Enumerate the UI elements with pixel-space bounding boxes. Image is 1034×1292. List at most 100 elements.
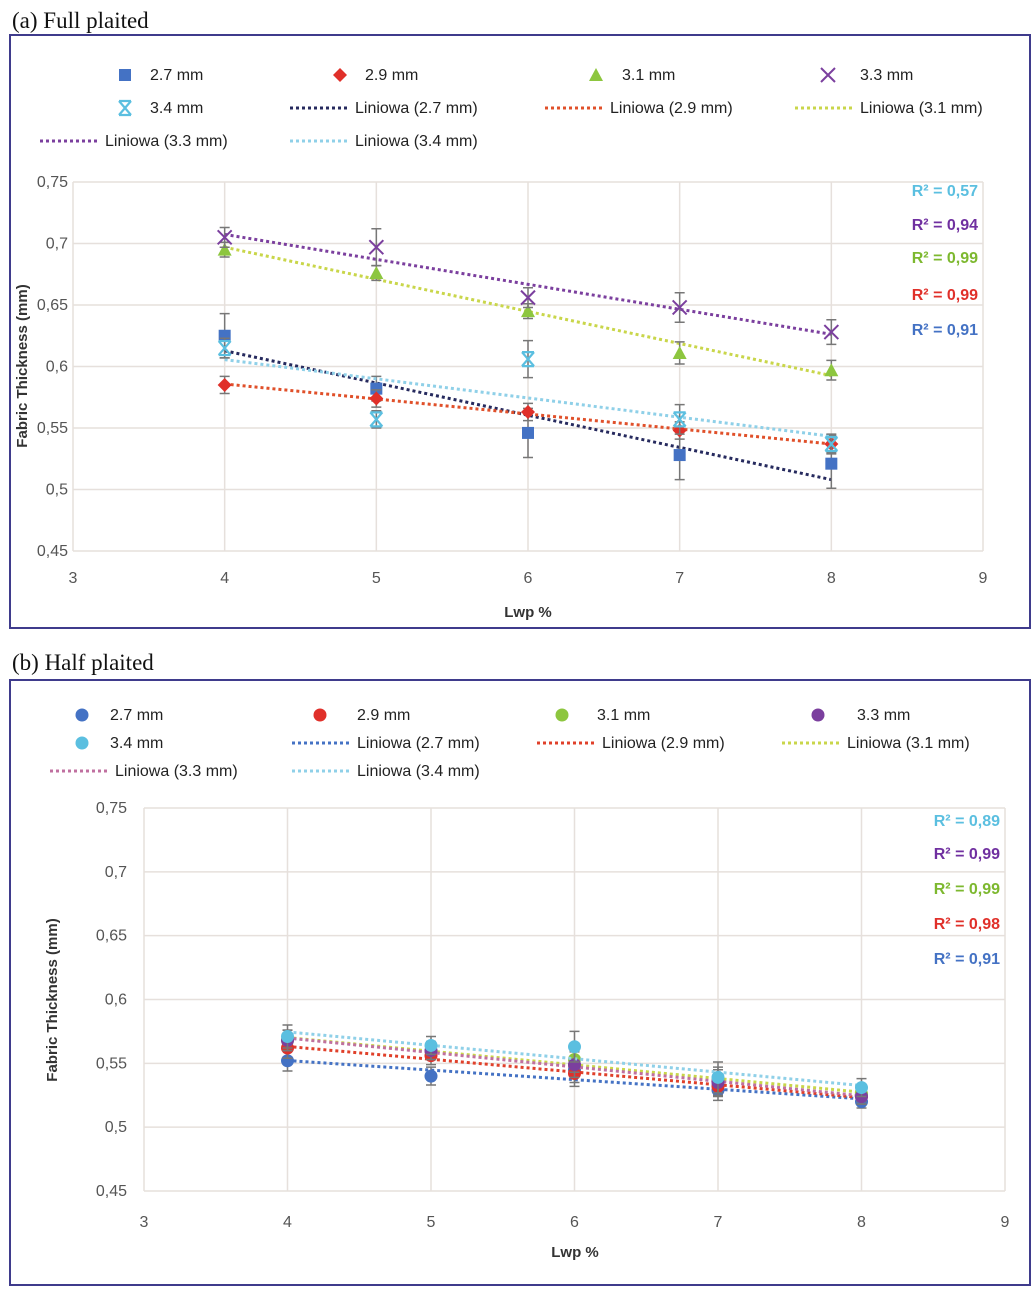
legend-label: 3.1 mm <box>597 707 650 724</box>
marker-circle <box>711 1070 725 1084</box>
legend-trend-label: Liniowa (2.9 mm) <box>602 735 725 752</box>
marker-triangle <box>824 363 839 377</box>
legend-label: 2.7 mm <box>110 707 163 724</box>
legend-trend-label: Liniowa (3.1 mm) <box>847 735 970 752</box>
y-tick-label: 0,45 <box>96 1183 127 1200</box>
x-tick-label: 4 <box>220 570 229 587</box>
marker-diamond <box>333 68 347 82</box>
marker-asterisk <box>369 411 384 428</box>
chart-b: (b) Half plaited 0,45 0,5 0,55 0,6 0,65 0,7 0,7… <box>9 650 1031 1286</box>
y-tick-label: 0,7 <box>46 236 68 253</box>
panel-title: (b) Half plaited <box>12 650 154 675</box>
x-tick-label: 6 <box>570 1214 579 1231</box>
marker-asterisk <box>824 435 839 453</box>
marker-x <box>820 67 836 83</box>
x-tick-label: 7 <box>675 570 684 587</box>
legend-label: 3.1 mm <box>622 67 675 84</box>
x-tick-label: 4 <box>283 1214 292 1231</box>
legend-trend-label: Liniowa (3.4 mm) <box>355 133 478 150</box>
marker-square <box>673 449 686 462</box>
y-tick-label: 0,55 <box>37 420 68 437</box>
marker-circle <box>424 1069 438 1083</box>
marker-triangle <box>672 345 687 359</box>
r-squared-label: R² = 0,57 <box>912 183 978 200</box>
x-axis-title: Lwp % <box>504 604 552 621</box>
x-tick-label: 8 <box>857 1214 866 1231</box>
r-squared-label: R² = 0,98 <box>934 916 1000 933</box>
x-tick-label: 9 <box>1001 1214 1010 1231</box>
x-tick-label: 3 <box>69 570 78 587</box>
marker-x <box>671 299 688 316</box>
marker-circle <box>281 1030 294 1044</box>
series-3-4-mm <box>281 1024 868 1098</box>
chart-frame <box>9 679 1031 1286</box>
y-tick-label: 0,6 <box>46 359 68 376</box>
legend-trend-label: Liniowa (2.7 mm) <box>357 735 480 752</box>
marker-circle <box>75 708 89 722</box>
r-squared-label: R² = 0,91 <box>912 322 978 339</box>
trend-line <box>224 349 832 482</box>
r-squared-label: R² = 0,99 <box>934 881 1000 898</box>
y-tick-label: 0,7 <box>105 864 127 881</box>
marker-x <box>216 229 233 246</box>
series-3-3-mm <box>216 226 840 346</box>
marker-asterisk <box>118 99 132 117</box>
y-tick-label: 0,75 <box>37 174 68 191</box>
r-squared-label: R² = 0,91 <box>934 951 1000 968</box>
marker-circle <box>555 708 569 722</box>
marker-circle <box>568 1040 581 1054</box>
trend-line <box>224 245 832 378</box>
x-tick-label: 9 <box>979 570 988 587</box>
y-tick-label: 0,65 <box>96 928 127 945</box>
chart-a: (a) Full plaited 0,45 0,5 0,55 0,6 0,65 0,7 0,7… <box>9 8 1031 629</box>
marker-triangle <box>521 304 535 318</box>
legend-trend-label: Liniowa (2.9 mm) <box>610 100 733 117</box>
legend-trend-label: Liniowa (3.1 mm) <box>860 100 983 117</box>
legend-trend-label: Liniowa (3.4 mm) <box>357 763 480 780</box>
marker-diamond <box>369 391 384 406</box>
y-tick-label: 0,6 <box>105 992 127 1009</box>
y-tick-label: 0,5 <box>46 482 68 499</box>
x-tick-label: 3 <box>140 1214 149 1231</box>
y-axis-title: Fabric Thickness (mm) <box>14 284 31 447</box>
legend-trend-label: Liniowa (3.3 mm) <box>115 763 238 780</box>
y-tick-label: 0,75 <box>96 800 127 817</box>
marker-diamond <box>217 377 232 392</box>
r-squared-label: R² = 0,99 <box>912 287 978 304</box>
r-squared-label: R² = 0,99 <box>912 250 978 267</box>
marker-asterisk <box>521 351 535 368</box>
legend-label: 3.3 mm <box>860 67 913 84</box>
x-tick-label: 7 <box>714 1214 723 1231</box>
x-tick-label: 5 <box>372 570 381 587</box>
marker-circle <box>424 1038 438 1052</box>
y-tick-label: 0,55 <box>96 1055 127 1072</box>
y-axis-title: Fabric Thickness (mm) <box>44 918 61 1081</box>
marker-circle <box>313 708 327 722</box>
marker-triangle <box>369 266 384 280</box>
y-tick-label: 0,5 <box>105 1119 127 1136</box>
marker-square <box>522 426 534 439</box>
panel-title: (a) Full plaited <box>12 8 149 33</box>
r-squared-label: R² = 0,99 <box>934 846 1000 863</box>
marker-x <box>823 324 840 340</box>
marker-circle <box>855 1081 868 1095</box>
x-tick-label: 6 <box>524 570 533 587</box>
marker-square <box>825 457 838 470</box>
y-tick-label: 0,45 <box>37 543 68 560</box>
legend-trend-label: Liniowa (3.3 mm) <box>105 133 228 150</box>
r-squared-label: R² = 0,94 <box>912 217 978 234</box>
legend-label: 2.7 mm <box>150 67 203 84</box>
marker-triangle <box>589 68 603 81</box>
legend-label: 2.9 mm <box>365 67 418 84</box>
legend-label: 3.4 mm <box>110 735 163 752</box>
marker-diamond <box>521 405 535 420</box>
marker-square <box>370 382 383 395</box>
marker-circle <box>811 708 825 722</box>
series-3-1-mm <box>217 241 839 381</box>
x-axis-title: Lwp % <box>551 1244 599 1261</box>
marker-x <box>520 289 536 306</box>
chart-frame <box>9 34 1031 629</box>
series-3-4-mm <box>217 337 839 455</box>
marker-triangle <box>217 242 232 256</box>
